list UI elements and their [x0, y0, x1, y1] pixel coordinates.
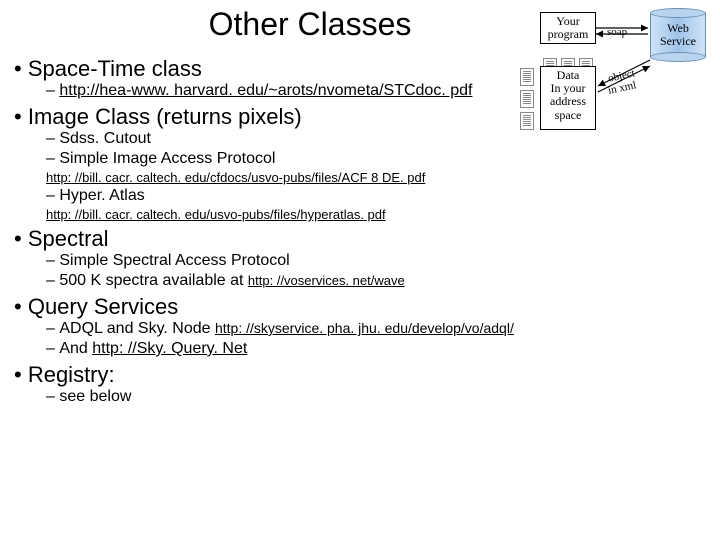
sub-item: ADQL and Sky. Node http: //skyservice. p… [46, 320, 574, 338]
bullet-registry: Registry: see below [14, 362, 574, 406]
link-voservices[interactable]: http: //voservices. net/wave [248, 273, 405, 288]
link-acf8de[interactable]: http: //bill. cacr. caltech. edu/cfdocs/… [46, 170, 574, 185]
link-adql[interactable]: http: //skyservice. pha. jhu. edu/develo… [215, 320, 514, 336]
bullet-spacetime: Space-Time class http://hea-www. harvard… [14, 56, 574, 100]
sub-item: see below [46, 388, 574, 406]
code-icon [520, 90, 534, 108]
bullet-label: Query Services [28, 294, 178, 319]
link-stcdoc[interactable]: http://hea-www. harvard. edu/~arots/nvom… [59, 82, 472, 99]
diagram: Your program Data In your address space … [532, 12, 712, 172]
link-skyquery[interactable]: http: //Sky. Query. Net [92, 340, 247, 357]
sub-item: Simple Spectral Access Protocol [46, 252, 574, 270]
box-your-program: Your program [540, 12, 596, 44]
bullet-query-services: Query Services ADQL and Sky. Node http: … [14, 294, 574, 358]
sub-item: Sdss. Cutout [46, 130, 574, 148]
sub-item: Simple Image Access Protocol [46, 150, 574, 168]
bullet-image-class: Image Class (returns pixels) Sdss. Cutou… [14, 104, 574, 222]
cylinder-web-service: Web Service [650, 8, 706, 60]
bullet-spectral: Spectral Simple Spectral Access Protocol… [14, 226, 574, 290]
box-data-address-space: Data In your address space [540, 66, 596, 130]
sub-item: 500 K spectra available at http: //voser… [46, 272, 574, 290]
code-icon [520, 112, 534, 130]
code-icon [520, 68, 534, 86]
bullet-label: Spectral [28, 226, 109, 251]
link-hyperatlas[interactable]: http: //bill. cacr. caltech. edu/usvo-pu… [46, 207, 574, 222]
label-soap: soap [607, 26, 627, 38]
sub-item: And http: //Sky. Query. Net [46, 340, 574, 358]
bullet-label: Registry: [28, 362, 115, 387]
content-area: Space-Time class http://hea-www. harvard… [14, 56, 574, 410]
sub-item: http://hea-www. harvard. edu/~arots/nvom… [46, 82, 574, 100]
bullet-label: Space-Time class [28, 56, 202, 81]
sub-item: Hyper. Atlas [46, 187, 574, 205]
bullet-label: Image Class (returns pixels) [28, 104, 302, 129]
